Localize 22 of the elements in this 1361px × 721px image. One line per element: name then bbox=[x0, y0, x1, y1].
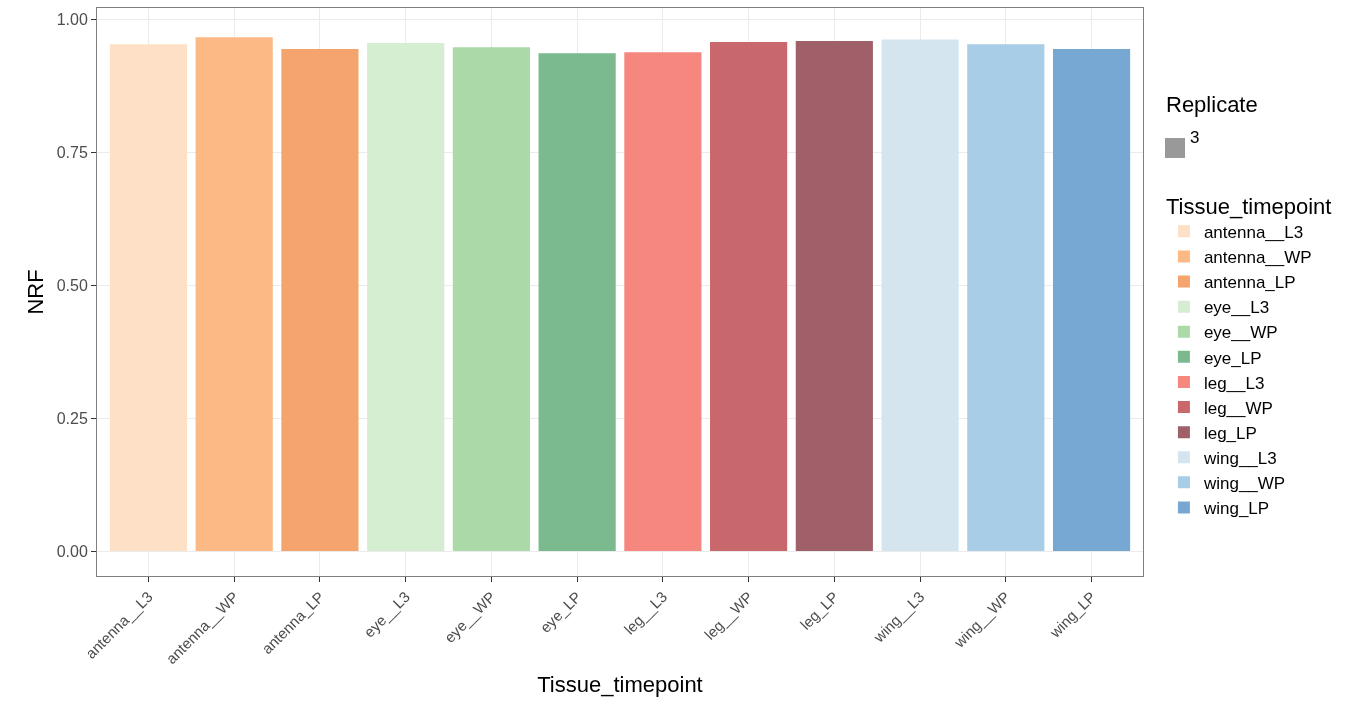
y-tick-label: 0.00 bbox=[56, 542, 88, 560]
text: Replicate bbox=[1166, 92, 1258, 117]
legend-label: antenna__WP bbox=[1203, 248, 1312, 268]
y-tick-label: 0.25 bbox=[56, 409, 88, 427]
legend-label: antenna_LP bbox=[1203, 273, 1296, 293]
y-tick-label: 0.50 bbox=[56, 276, 88, 294]
y-axis-title: NRF bbox=[23, 269, 48, 315]
legend-label: wing__WP bbox=[1202, 474, 1286, 493]
legend-label: antenna__L3 bbox=[1203, 223, 1304, 242]
legend-title: Tissue_timepoint bbox=[1165, 193, 1332, 219]
text: 3 bbox=[1190, 128, 1200, 147]
legend-label: leg__L3 bbox=[1203, 373, 1265, 393]
y-tick-label: 0.75 bbox=[56, 143, 88, 161]
x-axis-title: Tissue_timepoint bbox=[537, 672, 703, 698]
y-tick-label: 1.00 bbox=[56, 10, 88, 28]
legend-label: wing_LP bbox=[1202, 499, 1270, 519]
legend-label: eye__WP bbox=[1203, 323, 1278, 343]
legend-label: wing__L3 bbox=[1202, 448, 1277, 468]
legend-label: eye__L3 bbox=[1203, 298, 1270, 318]
legend-label: eye_LP bbox=[1203, 348, 1262, 368]
legend-label: leg__WP bbox=[1203, 398, 1273, 418]
legend-label: leg_LP bbox=[1203, 423, 1257, 443]
